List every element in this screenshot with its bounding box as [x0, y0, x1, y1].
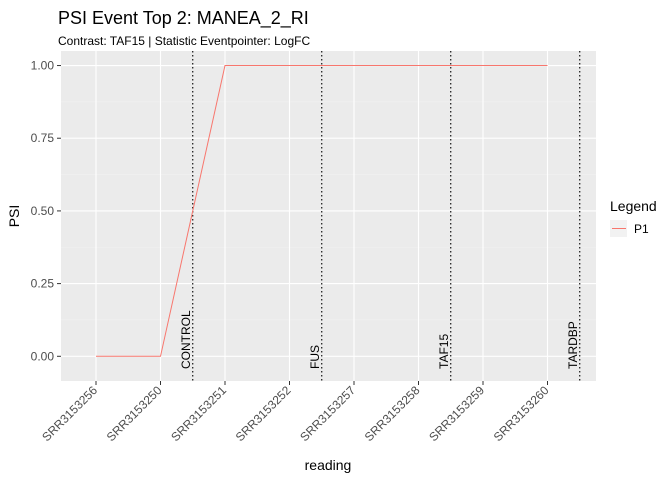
y-tick-label: 0.25: [31, 277, 55, 291]
x-tick-label: SRR3153252: [233, 383, 294, 444]
legend-label-p1: P1: [634, 222, 649, 236]
x-tick-label: SRR3153259: [426, 383, 487, 444]
y-tick-label: 0.50: [31, 204, 55, 218]
divider-label: TAF15: [437, 334, 451, 369]
x-axis: SRR3153256 SRR3153250 SRR3153251 SRR3153252…: [39, 381, 552, 444]
plot-panel: [61, 51, 596, 381]
x-tick-label: SRR3153257: [297, 383, 358, 444]
y-tick-label: 1.00: [31, 59, 55, 73]
grid-lines: [61, 51, 596, 381]
x-tick-label: SRR3153256: [39, 383, 100, 444]
y-axis-title: PSI: [6, 205, 22, 228]
divider-label: TARDBP: [566, 321, 580, 369]
legend-title: Legend: [610, 198, 657, 214]
series-line-p1: [96, 65, 548, 357]
x-axis-title: reading: [305, 457, 352, 473]
y-tick-label: 0.75: [31, 131, 55, 145]
divider-label: FUS: [308, 345, 322, 369]
chart-subtitle: Contrast: TAF15 | Statistic Eventpointer…: [58, 34, 310, 48]
x-tick-label: SRR3153258: [362, 383, 423, 444]
legend: Legend P1: [610, 198, 657, 237]
divider-label: CONTROL: [179, 310, 193, 369]
x-tick-label: SRR3153250: [104, 383, 165, 444]
x-tick-label: SRR3153260: [491, 383, 552, 444]
chart-title: PSI Event Top 2: MANEA_2_RI: [58, 8, 309, 29]
series-lines: [96, 65, 548, 357]
y-axis: 0.00 0.25 0.50 0.75 1.00: [31, 59, 61, 363]
group-divider-lines: CONTROL FUS TAF15 TARDBP: [179, 51, 581, 381]
y-tick-label: 0.00: [31, 349, 55, 363]
x-tick-label: SRR3153251: [168, 383, 229, 444]
